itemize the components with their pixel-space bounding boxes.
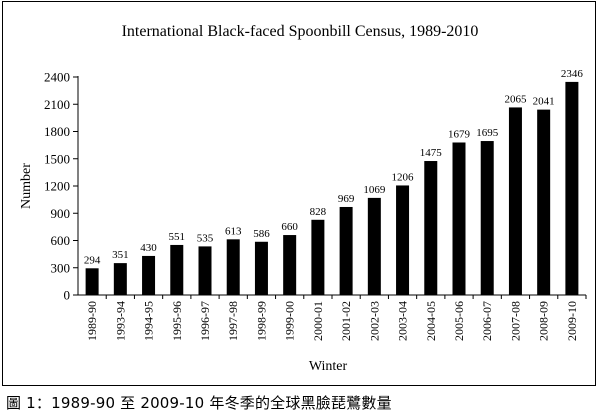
bar [311,219,325,295]
x-tick-label: 2008-09 [537,301,551,341]
bar [142,255,156,295]
chart-title: International Black-faced Spoonbill Cens… [122,23,479,40]
bar-value-label: 2065 [504,93,527,105]
bar-value-label: 1475 [420,147,443,159]
y-tick-label: 1500 [44,151,70,166]
bar [367,197,381,295]
x-tick-label: 1997-98 [226,301,240,341]
y-tick-label: 300 [51,260,71,275]
y-tick-label: 2100 [44,97,70,112]
x-tick-label: 1999-00 [283,301,297,341]
y-axis-label: Number [19,163,34,209]
bar-value-label: 294 [84,254,101,266]
bar [565,81,579,295]
figure-caption: 圖 1：1989-90 至 2009-10 年冬季的全球黑臉琵鷺數量 [6,394,392,412]
x-tick-label: 1989-90 [85,301,99,341]
bar [424,161,438,295]
chart: International Black-faced Spoonbill Cens… [19,23,587,374]
bar [198,246,212,295]
bar [508,107,522,295]
bar-value-label: 535 [197,232,214,244]
bar-value-label: 828 [310,206,327,218]
bar [537,109,551,296]
bar-value-label: 1679 [448,128,471,140]
bar [480,141,494,295]
bar [113,263,127,295]
bar-value-label: 2346 [561,68,584,80]
x-tick-label: 2003-04 [396,301,410,341]
bar-value-label: 551 [169,231,186,243]
x-tick-label: 2002-03 [367,301,381,341]
bar [452,142,466,295]
x-tick-label: 2009-10 [565,301,579,341]
bar [226,239,240,295]
y-tick-label: 1800 [44,124,70,139]
x-tick-label: 1996-97 [198,301,212,341]
bar [396,185,410,295]
y-tick-label: 900 [51,206,71,221]
bar-value-label: 613 [225,225,242,237]
bar [339,206,353,295]
y-tick-label: 1200 [44,179,70,194]
bar-value-label: 1695 [476,127,499,139]
x-tick-label: 2007-08 [508,301,522,341]
x-axis-label: Winter [309,359,348,374]
chart-frame [2,1,596,386]
x-tick-label: 1998-99 [254,301,268,341]
bar-value-label: 586 [253,228,270,240]
x-tick-label: 1993-94 [113,301,127,341]
x-tick-label: 1994-95 [142,301,156,341]
y-tick-label: 600 [51,233,71,248]
x-tick-label: 2004-05 [424,301,438,341]
bar-value-label: 1206 [392,171,415,183]
bar [85,268,99,295]
x-tick-label: 1995-96 [170,301,184,341]
x-tick-label: 2005-06 [452,301,466,341]
x-tick-label: 2006-07 [480,301,494,341]
x-tick-label: 2001-02 [339,301,353,341]
bar-value-label: 1069 [363,184,386,196]
x-tick-label: 2000-01 [311,301,325,341]
bar [170,244,184,295]
y-tick-label: 0 [64,288,71,303]
bar [283,235,297,295]
bar [254,241,268,295]
bar-value-label: 2041 [533,96,555,108]
bar-value-label: 660 [281,221,298,233]
bar-value-label: 430 [140,242,157,254]
y-tick-label: 2400 [44,70,70,85]
bar-value-label: 969 [338,193,355,205]
bar-value-label: 351 [112,249,129,261]
